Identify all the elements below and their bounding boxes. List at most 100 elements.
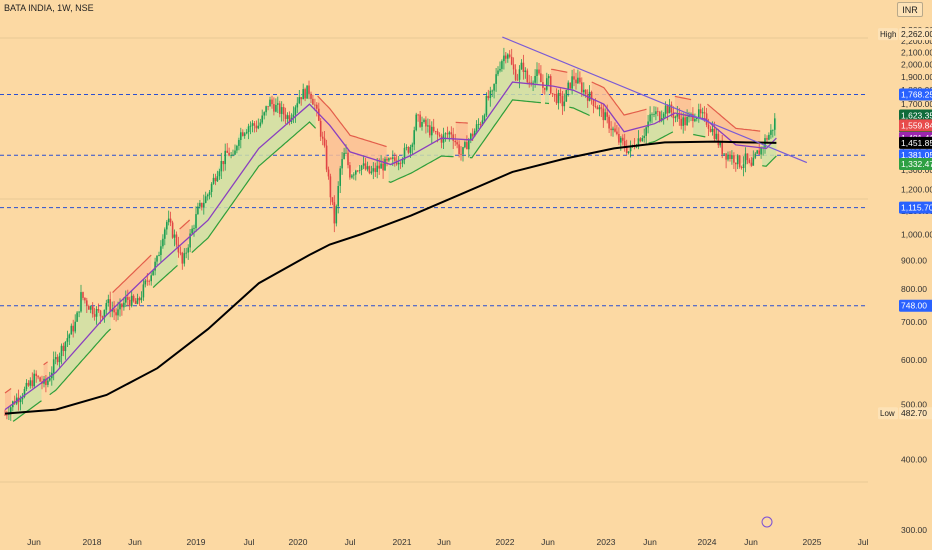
candle-body — [31, 380, 34, 387]
candle-body — [600, 107, 603, 109]
candle-body — [473, 130, 476, 137]
candle-body — [271, 99, 273, 105]
candle-body — [620, 137, 622, 143]
candle-body — [88, 306, 90, 310]
candle-body — [446, 133, 449, 135]
price-tick-label: 1,700.00 — [901, 99, 932, 109]
candle-body — [733, 155, 735, 163]
candle-body — [49, 378, 51, 381]
candle-body — [415, 114, 417, 131]
candle-body — [66, 338, 69, 342]
candle-body — [380, 163, 382, 169]
trendline[interactable] — [502, 36, 808, 164]
candle-body — [460, 153, 462, 155]
candle-body — [540, 73, 542, 83]
candle-body — [705, 113, 708, 125]
candle-body — [253, 123, 256, 126]
candle-body — [507, 54, 509, 59]
currency-button[interactable]: INR — [897, 2, 923, 17]
candle-body — [434, 131, 437, 132]
candle-body — [368, 166, 371, 174]
candle-body — [641, 138, 644, 142]
candle-body — [483, 115, 486, 121]
candle-body — [571, 76, 573, 89]
candle-body — [594, 106, 597, 107]
candle-body — [555, 94, 558, 104]
candle-body — [230, 155, 232, 156]
candle-body — [277, 103, 279, 105]
candle-body — [586, 94, 589, 101]
candle-body — [218, 171, 221, 177]
candle-body — [666, 105, 669, 114]
candle-body — [481, 120, 484, 125]
candle-body — [95, 309, 98, 317]
candle-body — [140, 297, 143, 301]
candle-body — [212, 177, 215, 184]
candle-body — [127, 297, 129, 300]
candle-body — [470, 133, 472, 141]
candle-body — [561, 96, 564, 107]
candle-body — [382, 163, 384, 171]
candle-body — [717, 133, 720, 146]
candle-body — [668, 104, 671, 114]
candle-body — [333, 202, 336, 224]
candle-body — [156, 255, 158, 262]
supertrend-up-fill — [388, 119, 454, 183]
candle-body — [752, 157, 755, 166]
time-tick-label: 2019 — [187, 537, 206, 547]
candle-body — [286, 115, 289, 119]
candle-body — [735, 162, 737, 165]
candle-body — [672, 112, 675, 119]
lightning-icon[interactable] — [761, 516, 773, 528]
candle-body — [154, 261, 156, 271]
price-label-value: 1,115.70 — [901, 203, 932, 213]
candle-body — [602, 108, 605, 121]
candle-body — [58, 356, 61, 363]
candle-body — [123, 302, 125, 308]
candle-body — [255, 125, 258, 129]
candle-body — [345, 152, 347, 154]
price-label-value: 748.00 — [901, 301, 927, 311]
candle-body — [559, 93, 562, 96]
supertrend-up-fill — [648, 107, 673, 144]
candle-body — [405, 147, 408, 148]
supertrend-up-line — [49, 328, 112, 396]
candle-body — [257, 125, 260, 129]
candle-body — [637, 138, 640, 147]
candle-body — [84, 297, 86, 301]
candle-body — [538, 69, 540, 74]
candle-body — [629, 145, 632, 152]
supertrend-down-line — [4, 388, 12, 394]
candle-body — [662, 113, 665, 118]
candle-body — [394, 157, 396, 161]
candle-body — [698, 109, 700, 118]
candle-body — [21, 396, 24, 400]
candle-body — [288, 115, 291, 122]
candle-body — [746, 153, 749, 160]
candle-body — [623, 140, 626, 148]
price-label-tag-bg — [878, 28, 898, 41]
candle-body — [191, 228, 193, 234]
candle-body — [214, 177, 217, 182]
candle-body — [684, 117, 686, 126]
candle-body — [261, 115, 263, 123]
candle-body — [655, 111, 657, 115]
candle-body — [47, 380, 49, 385]
time-tick-label: Jul — [345, 537, 356, 547]
supertrend-down-line — [179, 219, 191, 230]
candle-body — [10, 407, 12, 415]
candle-body — [128, 299, 131, 306]
candle-body — [142, 284, 145, 298]
candle-body — [516, 79, 519, 81]
candle-body — [431, 126, 433, 136]
candle-body — [475, 124, 478, 131]
candle-body — [54, 357, 57, 360]
time-tick-label: 2024 — [698, 537, 717, 547]
price-label-value: 1,451.85 — [901, 138, 932, 148]
supertrend-up-line — [469, 99, 541, 159]
candle-body — [657, 111, 659, 113]
candle-body — [376, 165, 378, 172]
candle-body — [343, 152, 345, 160]
price-tick-label: 2,000.00 — [901, 59, 932, 69]
